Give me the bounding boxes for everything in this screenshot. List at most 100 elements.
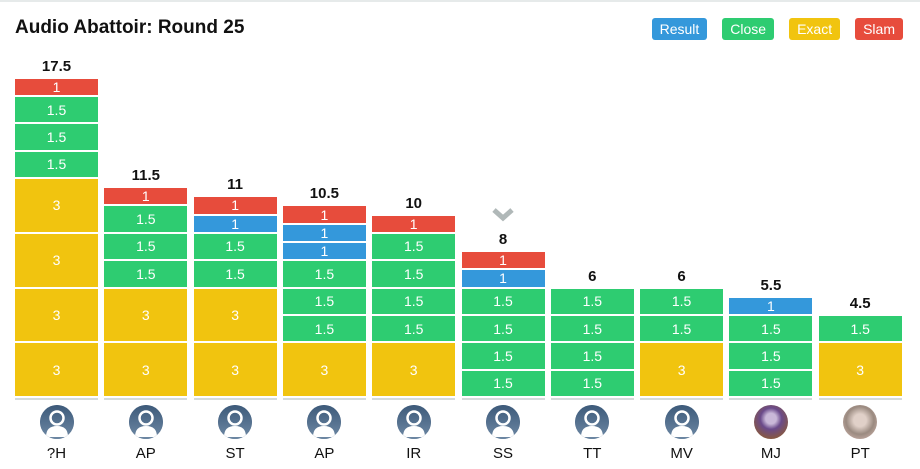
bar-segment-exact: 3 — [15, 288, 98, 342]
bar-segment-close: 1.5 — [640, 315, 724, 342]
bar-baseline — [640, 398, 724, 400]
legend-slam: Slam — [855, 18, 903, 40]
bar-total-label: 4.5 — [849, 294, 871, 312]
bar-segment-result: 1 — [282, 242, 366, 260]
bar-segment-close: 1.5 — [15, 151, 98, 177]
default-avatar-icon[interactable] — [396, 405, 431, 439]
bar-total-label: 5.5 — [760, 276, 782, 294]
bar-segment-close: 1.5 — [104, 206, 188, 232]
player-name: TT — [583, 445, 602, 462]
bar-baseline — [550, 398, 634, 400]
bar-segment-exact: 3 — [104, 343, 188, 396]
bar-segment-exact: 3 — [15, 179, 98, 232]
default-avatar-icon[interactable] — [575, 405, 610, 439]
bar-segment-close: 1.5 — [550, 343, 634, 369]
bar-baseline — [729, 398, 813, 400]
bar-baseline — [282, 398, 366, 400]
bar-segment-slam: 1 — [282, 206, 366, 223]
bar-segment-close: 1.5 — [461, 315, 545, 342]
bar-segment-close: 1.5 — [193, 261, 277, 287]
player-name: MV — [670, 445, 693, 462]
bar-total-label: 17.5 — [41, 57, 72, 75]
bar-baseline — [372, 398, 456, 400]
bar-segment-close: 1.5 — [729, 343, 813, 369]
bar-total-label: 10.5 — [309, 185, 339, 203]
bar-segment-exact: 3 — [640, 343, 724, 396]
bar-segment-close: 1.5 — [372, 261, 456, 287]
bar-segment-close: 1.5 — [282, 315, 366, 342]
bar-segment-close: 1.5 — [550, 370, 634, 396]
legend: Result Close Exact Slam — [651, 18, 903, 40]
bar-segment-close: 1.5 — [104, 261, 188, 287]
bar-segment-close: 1.5 — [193, 233, 277, 260]
bar-segment-close: 1.5 — [640, 288, 724, 314]
player-avatar-photo[interactable] — [843, 405, 878, 439]
bar-total-label: 11 — [227, 176, 244, 194]
bar-segment-close: 1.5 — [15, 96, 98, 123]
bar-segment-close: 1.5 — [729, 370, 813, 396]
bar-segment-close: 1.5 — [282, 261, 366, 287]
bar-baseline — [193, 398, 277, 400]
default-avatar-icon[interactable] — [39, 405, 74, 439]
player-name: AP — [135, 445, 156, 462]
bar-total-label: 6 — [588, 267, 597, 285]
legend-result: Result — [651, 18, 708, 40]
player-name: PT — [850, 445, 870, 462]
bar-segment-close: 1.5 — [550, 288, 634, 314]
bar-segment-exact: 3 — [104, 288, 188, 342]
legend-exact: Exact — [789, 18, 841, 40]
bar-segment-result: 1 — [282, 224, 366, 241]
player-name: SS — [492, 445, 513, 462]
default-avatar-icon[interactable] — [128, 405, 163, 439]
default-avatar-icon[interactable] — [218, 405, 253, 439]
default-avatar-icon[interactable] — [664, 405, 699, 439]
bar-segment-close: 1.5 — [550, 315, 634, 342]
player-name: ?H — [46, 445, 67, 462]
bar-segment-exact: 3 — [193, 288, 277, 342]
bar-total-label: 10 — [405, 194, 423, 212]
bar-segment-result: 1 — [729, 297, 813, 314]
player-name: IR — [406, 445, 422, 462]
bar-segment-exact: 3 — [193, 343, 277, 396]
bar-segment-slam: 1 — [372, 215, 456, 232]
bar-segment-exact: 3 — [372, 343, 456, 396]
bar-segment-close: 1.5 — [282, 288, 366, 314]
bar-segment-exact: 3 — [282, 343, 366, 396]
bar-segment-exact: 3 — [15, 233, 98, 287]
bar-segment-close: 1.5 — [372, 315, 456, 342]
bar-segment-result: 1 — [193, 215, 277, 232]
bar-segment-slam: 1 — [193, 197, 277, 214]
bar-segment-close: 1.5 — [104, 233, 188, 260]
chevron-down-icon — [491, 208, 515, 227]
legend-close: Close — [722, 18, 775, 40]
bar-baseline — [15, 398, 98, 400]
bar-total-label: 11.5 — [131, 167, 160, 185]
bar-segment-slam: 1 — [15, 78, 98, 95]
default-avatar-icon[interactable] — [307, 405, 342, 439]
bar-baseline — [818, 398, 902, 400]
player-avatar-photo[interactable] — [753, 405, 788, 439]
bar-baseline — [461, 398, 545, 400]
bar-total-label: 8 — [498, 231, 508, 248]
bar-segment-close: 1.5 — [729, 315, 813, 342]
bar-segment-exact: 3 — [818, 343, 902, 396]
bar-segment-exact: 3 — [15, 343, 98, 396]
bar-segment-close: 1.5 — [461, 343, 545, 369]
bar-segment-result: 1 — [461, 270, 545, 287]
bar-baseline — [104, 398, 188, 400]
bar-segment-close: 1.5 — [461, 288, 545, 314]
bar-segment-close: 1.5 — [372, 233, 456, 260]
bar-total-label: 6 — [677, 267, 686, 285]
bar-segment-slam: 1 — [104, 188, 188, 205]
page-title: Audio Abattoir: Round 25 — [15, 17, 245, 38]
player-name: ST — [225, 445, 245, 462]
bar-segment-slam: 1 — [461, 252, 545, 269]
bar-segment-close: 1.5 — [372, 288, 456, 314]
default-avatar-icon[interactable] — [486, 405, 520, 439]
bar-segment-close: 1.5 — [818, 315, 902, 342]
player-name: MJ — [760, 445, 781, 462]
bar-segment-close: 1.5 — [15, 124, 98, 150]
bar-segment-close: 1.5 — [461, 370, 545, 396]
